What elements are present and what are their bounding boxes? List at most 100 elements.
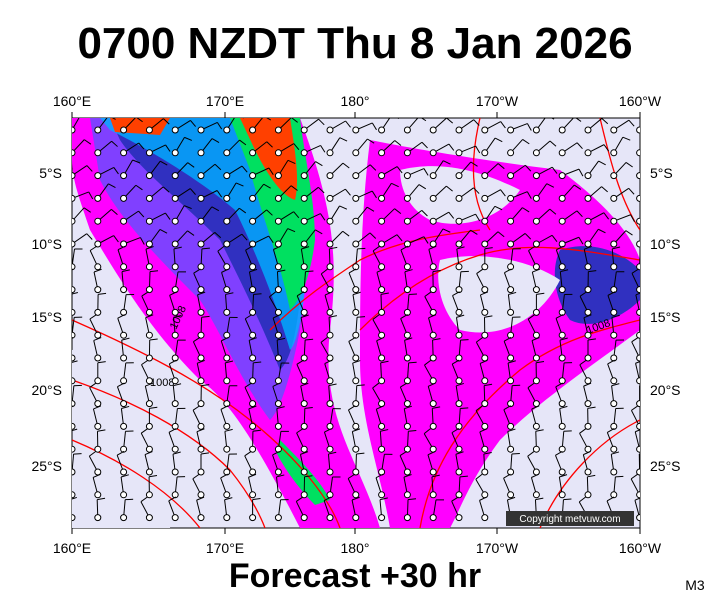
barb-feather (484, 315, 493, 318)
station (72, 286, 76, 294)
station (507, 400, 515, 408)
station (249, 422, 257, 430)
station (558, 331, 566, 339)
barb-feather (369, 232, 377, 239)
barb-feather (460, 407, 469, 409)
barb-feather (187, 162, 195, 168)
barb-feather (138, 142, 145, 150)
station (94, 308, 102, 316)
barb-feather (140, 496, 148, 503)
barb-feather (252, 429, 261, 432)
barb-feather (348, 336, 356, 342)
barb-feather (116, 450, 125, 456)
station (249, 377, 257, 385)
station (120, 514, 128, 522)
barb-feather (287, 228, 296, 233)
barb-feather (611, 383, 620, 387)
barb-feather (117, 382, 125, 388)
station (455, 514, 463, 522)
station (120, 263, 128, 271)
barb-feather (201, 315, 210, 318)
barb-feather (500, 189, 506, 197)
station (636, 263, 640, 271)
station (197, 354, 205, 362)
station (636, 400, 640, 408)
barb-feather (328, 451, 337, 455)
barb-feather (563, 498, 572, 501)
latitude-label: 25°S (31, 458, 62, 474)
station (120, 468, 128, 476)
station (352, 263, 360, 271)
barb-feather (380, 292, 389, 295)
isobar-label: 1008 (150, 377, 174, 389)
station (636, 172, 640, 180)
station (197, 149, 205, 157)
barb-feather (252, 497, 261, 501)
barb-feather (197, 291, 206, 296)
station (197, 400, 205, 408)
barb-feather (72, 473, 73, 475)
barb-feather (432, 269, 441, 273)
station (481, 149, 489, 157)
barb-feather (399, 450, 408, 456)
barb-feather (193, 268, 201, 274)
station (326, 422, 334, 430)
station (352, 331, 360, 339)
station (455, 172, 463, 180)
wind-barbs (72, 118, 648, 522)
station (558, 217, 566, 225)
barb-feather (443, 160, 451, 165)
station (326, 263, 334, 271)
station (429, 240, 437, 248)
barb-feather (556, 245, 564, 251)
station (584, 468, 592, 476)
barb-feather (347, 473, 356, 479)
station (507, 468, 515, 476)
station (378, 377, 386, 385)
barb-feather (293, 143, 300, 151)
station (94, 331, 102, 339)
station (558, 491, 566, 499)
barb-feather (611, 314, 620, 318)
barb-feather (328, 383, 337, 387)
station (120, 400, 128, 408)
barb-feather (318, 186, 325, 194)
station (429, 400, 437, 408)
station (171, 172, 179, 180)
station (326, 172, 334, 180)
station (145, 468, 153, 476)
barb-feather (113, 167, 119, 175)
barb-feather (607, 428, 615, 433)
barb-feather (235, 182, 244, 187)
station (481, 126, 489, 134)
barb-feather (559, 405, 568, 410)
barb-feather (342, 230, 350, 237)
barb-feather (172, 451, 181, 455)
barb-feather (475, 405, 483, 412)
station (481, 400, 489, 408)
station (532, 217, 540, 225)
station (72, 514, 76, 522)
station (94, 263, 102, 271)
station (636, 240, 640, 248)
barb-feather (263, 183, 271, 189)
barb-feather (640, 248, 648, 249)
barb-feather (603, 144, 610, 152)
barb-feather (507, 360, 516, 364)
barb-feather (527, 451, 535, 457)
barb-feather (372, 382, 380, 389)
station (145, 445, 153, 453)
barb-feather (351, 496, 360, 501)
barb-feather (97, 497, 106, 501)
station (455, 126, 463, 134)
latitude-label: 15°S (31, 309, 62, 325)
barb-feather (559, 337, 568, 341)
station (171, 377, 179, 385)
barb-feather (526, 191, 532, 199)
station (636, 308, 640, 316)
station (610, 491, 618, 499)
barb-staff (72, 356, 73, 358)
station (326, 377, 334, 385)
station (429, 445, 437, 453)
station (481, 491, 489, 499)
